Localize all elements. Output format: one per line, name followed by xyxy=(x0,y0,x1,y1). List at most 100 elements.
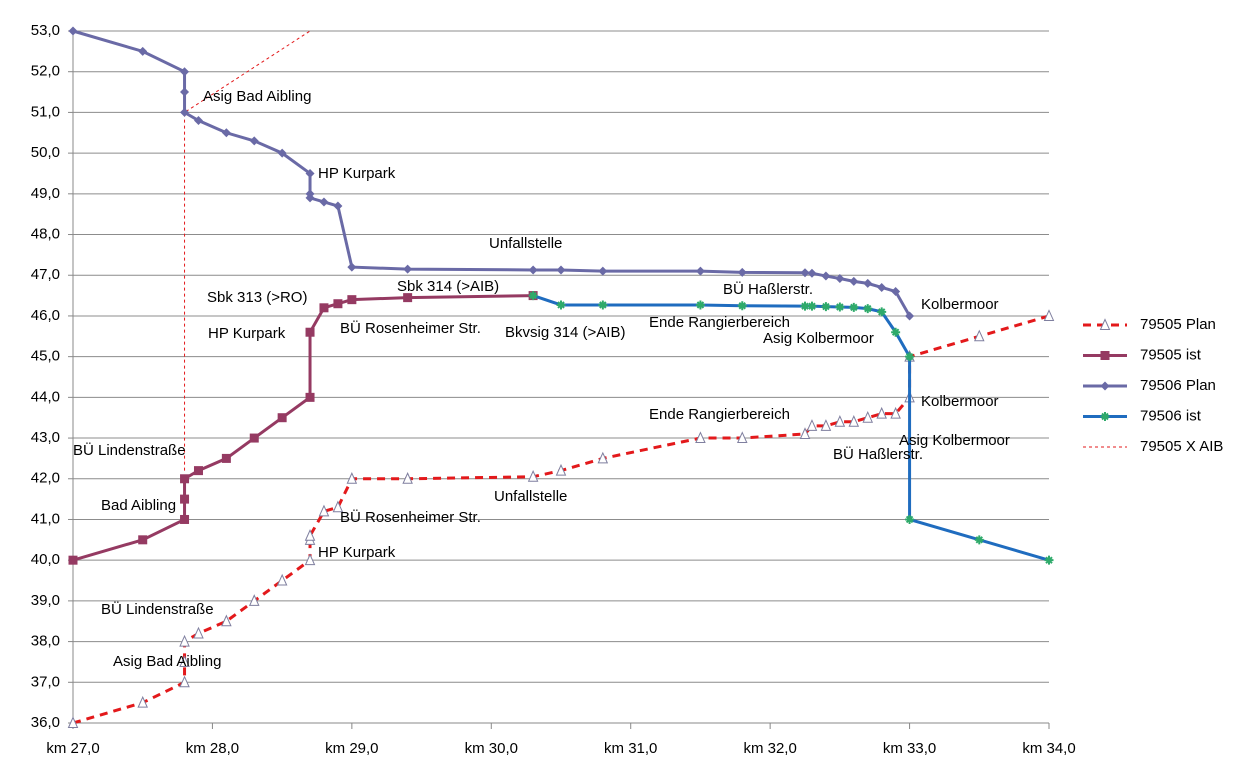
y-tick-label: 51,0 xyxy=(31,103,60,120)
y-tick-label: 36,0 xyxy=(31,714,60,731)
y-tick-label: 47,0 xyxy=(31,266,60,283)
marker xyxy=(180,514,190,524)
legend-marker xyxy=(1099,318,1111,330)
marker xyxy=(695,431,706,444)
y-tick-label: 53,0 xyxy=(31,22,60,39)
marker xyxy=(863,304,873,314)
annotation: Unfallstelle xyxy=(494,488,567,505)
marker xyxy=(835,273,845,283)
marker xyxy=(180,474,190,484)
marker xyxy=(67,716,79,728)
marker xyxy=(891,287,901,297)
marker xyxy=(180,67,190,77)
marker xyxy=(849,276,859,286)
annotation: BÜ Haßlerstr. xyxy=(833,445,923,463)
annotation: Unfallstelle xyxy=(489,235,562,252)
y-tick-label: 50,0 xyxy=(31,144,60,161)
marker xyxy=(891,327,901,337)
marker xyxy=(319,303,329,313)
y-tick-label: 45,0 xyxy=(31,348,60,365)
marker xyxy=(249,433,259,443)
y-tick-label: 52,0 xyxy=(31,63,60,80)
annotation: BÜ Lindenstraße xyxy=(101,600,214,618)
marker xyxy=(138,535,148,545)
y-tick-label: 40,0 xyxy=(31,551,60,568)
y-tick-label: 41,0 xyxy=(31,510,60,527)
annotation: HP Kurpark xyxy=(318,165,396,182)
marker xyxy=(193,466,203,476)
annotation: Kolbermoor xyxy=(921,393,999,410)
marker xyxy=(890,406,901,419)
marker xyxy=(276,573,288,586)
marker xyxy=(974,329,985,342)
marker xyxy=(318,504,330,517)
legend-marker xyxy=(1100,412,1110,421)
marker xyxy=(737,301,747,311)
marker xyxy=(877,282,887,292)
marker xyxy=(221,453,231,463)
annotation: BÜ Lindenstraße xyxy=(73,441,186,459)
marker xyxy=(221,128,231,138)
marker xyxy=(800,268,810,278)
marker xyxy=(556,300,566,310)
marker xyxy=(800,301,810,311)
marker xyxy=(305,193,315,203)
marker xyxy=(597,451,609,464)
annotation: Asig Kolbermoor xyxy=(899,432,1010,449)
x-tick-label: km 28,0 xyxy=(186,740,239,757)
marker xyxy=(305,327,315,337)
marker xyxy=(863,278,873,288)
marker xyxy=(333,299,343,309)
x-tick-label: km 30,0 xyxy=(465,740,518,757)
legend-label: 79505 ist xyxy=(1140,346,1202,363)
marker xyxy=(304,553,316,566)
y-tick-label: 42,0 xyxy=(31,470,60,487)
marker xyxy=(905,311,915,321)
annotation: Asig Bad Aibling xyxy=(203,88,311,105)
marker xyxy=(333,201,343,211)
annotation: Ende Rangierbereich xyxy=(649,314,790,331)
y-tick-label: 37,0 xyxy=(31,673,60,690)
annotation: Sbk 313 (>RO) xyxy=(207,289,307,306)
marker xyxy=(403,293,413,303)
series-line xyxy=(72,294,534,562)
marker xyxy=(862,410,874,423)
marker xyxy=(304,529,316,541)
y-tick-label: 46,0 xyxy=(31,307,60,324)
marker xyxy=(332,500,344,513)
annotation: HP Kurpark xyxy=(318,544,396,561)
annotation: Sbk 314 (>AIB) xyxy=(397,278,499,295)
marker xyxy=(193,116,203,126)
marker xyxy=(905,352,915,362)
legend-label: 79506 Plan xyxy=(1140,377,1216,394)
legend-label: 79505 X AIB xyxy=(1140,438,1223,455)
marker xyxy=(528,265,538,275)
marker xyxy=(849,302,859,312)
marker xyxy=(528,291,538,301)
x-tick-label: km 34,0 xyxy=(1022,740,1075,757)
annotation: Asig Bad Aibling xyxy=(113,653,221,670)
marker xyxy=(806,419,818,431)
y-tick-label: 39,0 xyxy=(31,592,60,609)
marker xyxy=(527,470,539,482)
marker xyxy=(180,494,190,504)
marker xyxy=(736,431,748,444)
marker xyxy=(319,197,329,207)
y-tick-label: 49,0 xyxy=(31,185,60,202)
marker xyxy=(179,634,190,647)
marker xyxy=(305,392,315,402)
annotation: Bad Aibling xyxy=(101,497,176,514)
marker xyxy=(180,107,190,117)
marker xyxy=(799,427,811,439)
annotation: Asig Kolbermoor xyxy=(763,330,874,347)
series-line xyxy=(184,30,311,471)
marker xyxy=(180,87,190,97)
marker xyxy=(403,264,413,274)
marker xyxy=(305,168,315,178)
marker xyxy=(598,266,608,276)
marker xyxy=(1043,309,1055,321)
marker xyxy=(821,271,831,281)
marker xyxy=(737,267,747,277)
y-tick-label: 48,0 xyxy=(31,225,60,242)
